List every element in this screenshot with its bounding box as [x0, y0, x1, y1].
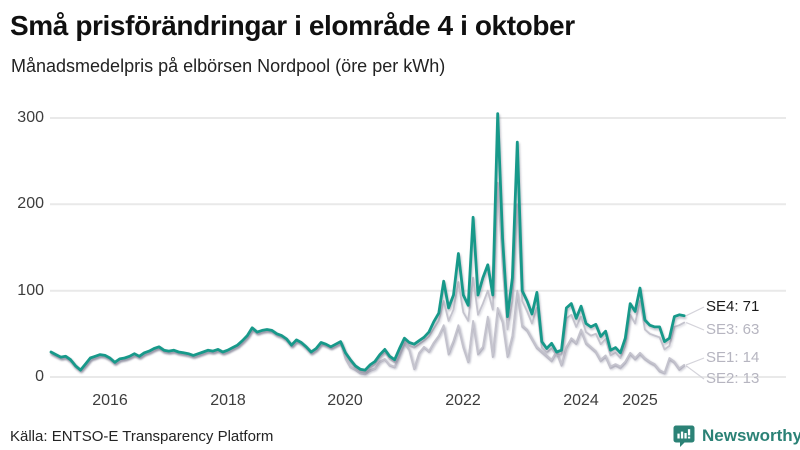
end-label-se2: SE2: 13: [706, 370, 760, 387]
gridlines: [50, 117, 786, 378]
series-line-se3: [50, 181, 686, 373]
series-line-se4: [49, 112, 686, 372]
x-axis-tick-2020: 2020: [327, 392, 363, 409]
connector-lines: [685, 306, 705, 380]
x-axis-tick-2024: 2024: [563, 392, 599, 409]
series-line-se1: [50, 289, 686, 375]
newsworthy-bubble-chart-icon: [673, 425, 695, 447]
end-label-se3: SE3: 63: [706, 321, 760, 338]
y-axis-tick-200: 200: [17, 195, 44, 212]
x-axis-tick-2022: 2022: [445, 392, 481, 409]
chart-subtitle: Månadsmedelpris på elbörsen Nordpool (ör…: [11, 56, 446, 76]
end-label-se1: SE1: 14: [706, 349, 760, 366]
x-axis-tick-2018: 2018: [210, 392, 246, 409]
y-axis-tick-100: 100: [17, 282, 44, 299]
newsworthy-logo[interactable]: Newsworthy: [672, 423, 800, 449]
x-axis-tick-2025: 2025: [622, 392, 658, 409]
y-axis-tick-0: 0: [35, 368, 44, 385]
y-axis-tick-300: 300: [17, 109, 44, 126]
end-label-se4: SE4: 71: [706, 298, 760, 315]
page-title: Små prisförändringar i elområde 4 i okto…: [10, 10, 575, 41]
newsworthy-wordmark: Newsworthy: [702, 426, 800, 445]
source-credit: Källa: ENTSO-E Transparency Platform: [10, 428, 274, 445]
x-axis-tick-2016: 2016: [92, 392, 128, 409]
